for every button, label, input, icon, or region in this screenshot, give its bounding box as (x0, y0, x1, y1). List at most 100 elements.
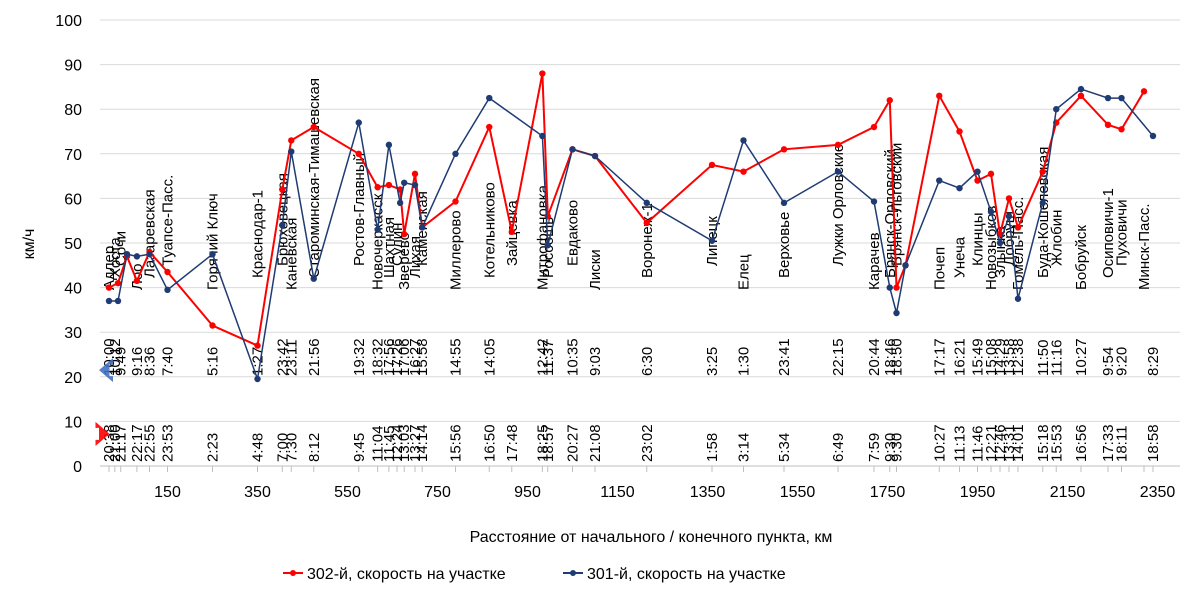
x-tick-label: 950 (514, 484, 541, 501)
time-301-label: 9:49 (113, 347, 130, 376)
y-tick-label: 50 (64, 236, 82, 253)
time-302-label: 7:30 (283, 433, 300, 462)
time-302-label: 10:27 (931, 424, 948, 462)
x-tick-label: 1350 (690, 484, 726, 501)
series-302-point (133, 277, 141, 285)
series-302-point (740, 168, 747, 175)
series-301-point (114, 297, 122, 305)
station-label: Каневская (283, 218, 300, 290)
series-301-point (411, 181, 419, 189)
x-tick-label: 1950 (960, 484, 996, 501)
legend-302-label: 302-й, скорость на участке (307, 566, 506, 583)
time-301-label: 17:06 (396, 338, 413, 376)
series-302-point (411, 170, 419, 178)
time-301-label: 17:17 (931, 338, 948, 376)
time-302-label: 14:01 (1010, 424, 1027, 462)
time-302-label: 18:57 (540, 424, 557, 462)
series-302-point (508, 228, 515, 236)
x-tick-label: 1150 (600, 484, 635, 501)
time-302-label: 23:53 (160, 424, 177, 462)
series-301-point (374, 226, 381, 233)
series-group (105, 70, 1157, 383)
time-302-label: 15:18 (1035, 424, 1052, 462)
time-301-label: 9:16 (129, 347, 146, 376)
series-301-point (936, 177, 943, 184)
x-tick-label: 550 (334, 484, 361, 501)
time-301-label: 17:56 (381, 338, 398, 376)
time-302-label: 4:48 (250, 433, 267, 462)
time-301-label: 13:58 (1001, 338, 1018, 376)
series-301-point (956, 184, 963, 192)
series-301-point (133, 253, 141, 260)
series-302-point (486, 123, 493, 131)
time-302-label: 23:02 (639, 424, 656, 462)
series-301-point (164, 286, 171, 294)
time-301-label: 14:05 (481, 338, 498, 376)
time-301-label: 11:16 (1048, 340, 1065, 376)
time-302-label: 11:46 (970, 426, 987, 462)
time-301-label: 12:42 (534, 338, 551, 376)
station-label: Елец (736, 254, 753, 290)
time-302-label: 5:34 (776, 433, 793, 462)
series-302-point (209, 322, 216, 329)
series-302-point (834, 141, 842, 149)
time-302-label: 3:14 (736, 433, 753, 462)
series-301-point (486, 94, 493, 102)
arrow-301 (99, 358, 113, 383)
series-302-point (254, 342, 261, 349)
time-302-label: 15:56 (448, 424, 465, 462)
time-301-label: 7:40 (160, 347, 177, 376)
series-301-point (539, 132, 546, 140)
series-302-point (310, 123, 317, 131)
time-302-label: 9:30 (882, 433, 899, 462)
time-301-label: 15:49 (970, 338, 987, 376)
series-302-point (1014, 224, 1022, 231)
series-301-point (288, 148, 295, 155)
station-label: Унеча (952, 236, 969, 278)
legend: 302-й, скорость на участке 301-й, скорос… (283, 566, 786, 583)
time-301-label: 12:38 (1010, 338, 1027, 376)
series-301-point (419, 224, 426, 231)
station-label: Лужки Орловские (830, 144, 847, 266)
time-301-label: 15:58 (414, 338, 431, 376)
station-label: Краснодар-1 (250, 190, 267, 278)
series-301-point (569, 146, 576, 153)
time-302-label: 8:12 (306, 433, 323, 462)
time-301-label: 23:42 (274, 338, 291, 376)
series-301-point (1077, 85, 1085, 93)
station-label: Новочеркасск (370, 193, 387, 290)
series-302-point (539, 70, 546, 77)
series-301-point (708, 237, 716, 244)
series-301-point (146, 250, 153, 258)
series-301-point (310, 275, 317, 282)
y-tick-label: 40 (64, 281, 82, 298)
series-302-point (1140, 88, 1148, 95)
time-301-label: 20:44 (866, 338, 883, 376)
y-tick-label: 30 (64, 325, 82, 342)
series-301-point (1014, 295, 1022, 302)
x-tick-label: 2150 (1050, 484, 1086, 501)
time-302-label: 11:45 (381, 426, 398, 462)
time-302-label: 12:21 (983, 424, 1000, 462)
series-301-point (544, 242, 551, 249)
series-301-point (740, 137, 747, 144)
time-301-label: 14:55 (448, 338, 465, 376)
series-301-point (401, 179, 408, 186)
time-302-label: 7:59 (866, 433, 883, 462)
series-302-point (870, 123, 878, 131)
x-tick-label: 750 (424, 484, 451, 501)
time-301-label: 16:21 (952, 338, 969, 376)
series-301-point (1149, 132, 1157, 140)
time-301-label: 18:46 (882, 338, 899, 376)
time-302-label: 7:00 (274, 433, 291, 462)
series-302-point (288, 137, 295, 144)
time-301-label: 5:16 (205, 347, 222, 376)
y-tick-label: 90 (64, 58, 82, 75)
series-302-point (279, 186, 286, 193)
station-label: Евдаково (565, 200, 582, 266)
series-302-point (355, 150, 362, 157)
time-301-label: 3:25 (704, 347, 721, 376)
station-label: Пуховичи (1114, 200, 1131, 267)
time-302-label: 20:27 (565, 424, 582, 462)
time-302-label: 9:30 (889, 433, 906, 462)
